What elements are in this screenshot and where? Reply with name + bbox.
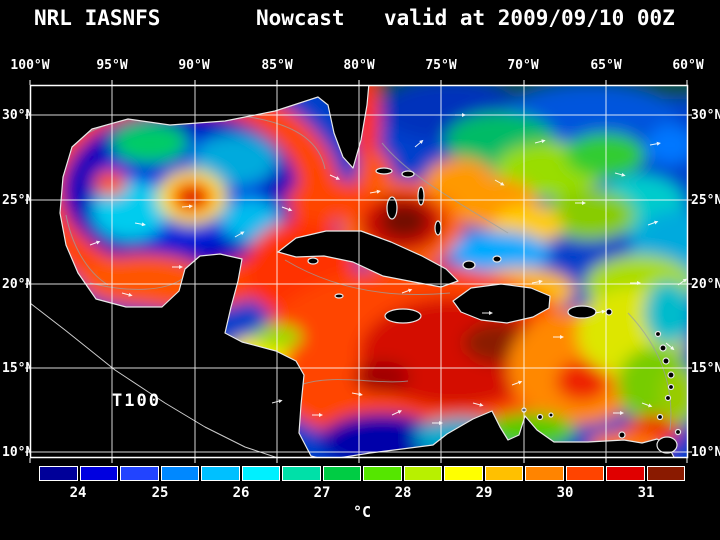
valid-time: valid at 2009/09/10 00Z [384,6,675,30]
lat-label: 10°N [2,445,34,460]
colorbar-tick-label: 30 [556,485,574,501]
colorbar-tick-label: 28 [394,485,412,501]
colorbar-segment [646,466,685,481]
lat-label: 10°N [691,445,720,460]
units-label: °C [352,503,372,521]
current-vectors [89,113,688,425]
product-title: Nowcast [256,6,345,30]
map-panel [25,80,692,463]
colorbar-tick-label: 25 [151,485,169,501]
lon-label: 70°W [507,58,539,73]
model-title: NRL IASNFS [34,6,161,30]
colorbar-tick-label: 24 [69,485,87,501]
lon-label: 65°W [590,58,622,73]
map-frame [29,84,689,459]
island-jamaica [384,308,422,324]
colorbar-segment [39,466,78,481]
colorbar-segment [201,466,240,481]
lon-label: 95°W [96,58,128,73]
mainland-coast [30,85,676,458]
lon-label: 90°W [178,58,210,73]
lat-label: 20°N [2,277,34,292]
colorbar-segment [322,466,361,481]
island-puerto-rico [567,305,597,319]
colorbar-segment [160,466,199,481]
island-juventud [307,257,319,265]
colorbar-tick-label: 27 [313,485,331,501]
island-cuba [277,230,459,288]
lat-label: 15°N [2,361,34,376]
pacific-coastline [30,302,279,458]
colorbar-segment [484,466,523,481]
colorbar-segment [565,466,604,481]
lon-label: 100°W [10,58,50,73]
island-cayman [334,293,344,299]
sst-map [25,80,692,463]
colorbar-segment [79,466,118,481]
colorbar-segment [363,466,402,481]
colorbar-segment [403,466,442,481]
lon-label: 85°W [261,58,293,73]
colorbar-tick-label: 29 [475,485,493,501]
colorbar-segment [241,466,280,481]
colorbar-segment [120,466,159,481]
lat-label: 30°N [2,108,34,123]
bahamas-islands [375,167,502,270]
lon-label: 80°W [343,58,375,73]
grid-lines [30,85,688,458]
lon-label: 60°W [672,58,704,73]
axis-ticks [25,80,692,463]
colorbar-segment [282,466,321,481]
lat-label: 30°N [691,108,720,123]
colorbar [38,466,686,481]
layer-label: T100 [112,391,161,411]
lesser-antilles-islands [521,308,682,454]
lat-label: 25°N [691,193,720,208]
lat-label: 20°N [691,277,720,292]
colorbar-segment [444,466,483,481]
island-hispaniola [452,283,551,324]
land-masses [30,85,682,458]
colorbar-segment [606,466,645,481]
lat-label: 25°N [2,193,34,208]
colorbar-segment [525,466,564,481]
lat-label: 15°N [691,361,720,376]
colorbar-tick-label: 31 [637,485,655,501]
colorbar-tick-label: 26 [232,485,250,501]
lon-label: 75°W [425,58,457,73]
